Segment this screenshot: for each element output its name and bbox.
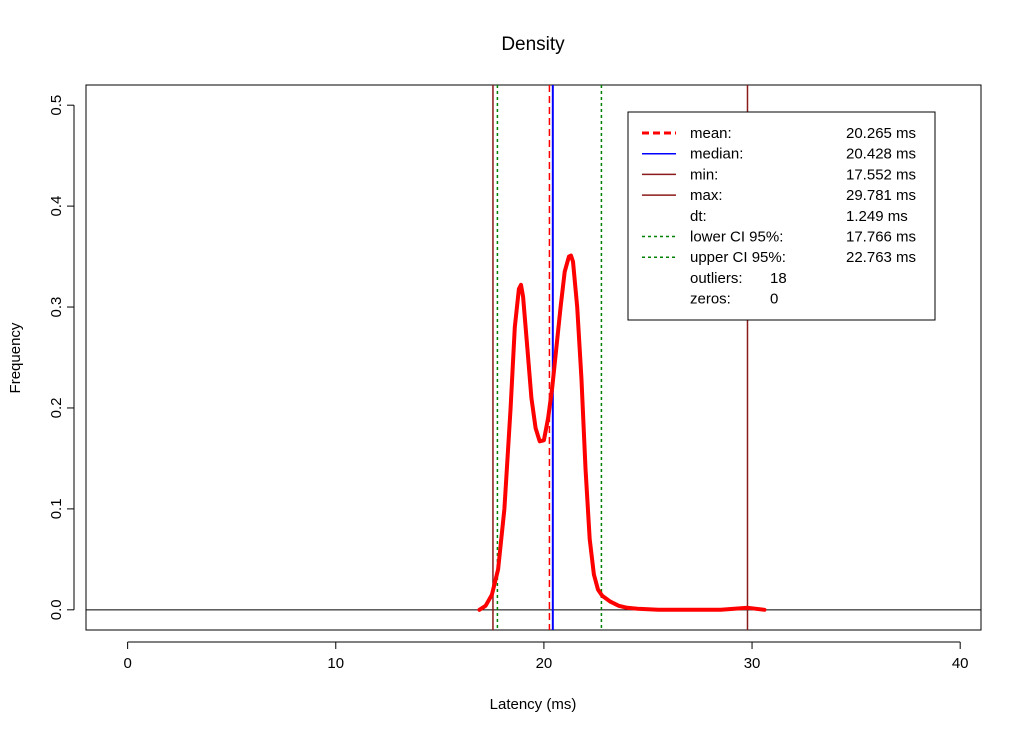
- legend-value-outliers: 18: [770, 270, 787, 287]
- legend-label-lower-ci-95: lower CI 95%:: [690, 229, 783, 246]
- legend-label-upper-ci-95: upper CI 95%:: [690, 249, 786, 266]
- y-tick-label: 0.4: [48, 196, 65, 217]
- legend-label-dt: dt:: [690, 208, 707, 225]
- legend-value-zeros: 0: [770, 291, 778, 308]
- legend-label-median: median:: [690, 146, 743, 163]
- legend-value-min: 17.552 ms: [846, 166, 916, 183]
- y-tick-label: 0.3: [48, 297, 65, 318]
- y-tick-label: 0.2: [48, 398, 65, 419]
- density-curve: [477, 253, 767, 612]
- legend-value-median: 20.428 ms: [846, 146, 916, 163]
- x-tick-label: 20: [536, 655, 553, 672]
- legend-label-mean: mean:: [690, 125, 732, 142]
- y-axis-label: Frequency: [7, 322, 24, 393]
- y-axis: 0.0 0.1 0.2 0.3 0.4 0.5: [48, 95, 75, 620]
- legend-value-upper-ci-95: 22.763 ms: [846, 249, 916, 266]
- legend-value-max: 29.781 ms: [846, 187, 916, 204]
- legend-label-max: max:: [690, 187, 723, 204]
- x-tick-label: 10: [327, 655, 344, 672]
- legend-box: [627, 111, 936, 321]
- legend-value-lower-ci-95: 17.766 ms: [846, 229, 916, 246]
- chart-title: Density: [501, 34, 565, 55]
- legend-label-outliers: outliers:: [690, 270, 743, 287]
- legend-label-min: min:: [690, 166, 718, 183]
- legend: mean: 20.265 ms median: 20.428 ms min: 17.552…: [627, 111, 936, 321]
- x-axis: 0 10 20 30 40: [123, 641, 969, 672]
- legend-value-dt: 1.249 ms: [846, 208, 908, 225]
- y-tick-label: 0.1: [48, 498, 65, 519]
- plot-frame: [85, 84, 982, 631]
- x-axis-label: Latency (ms): [490, 696, 577, 713]
- y-tick-label: 0.5: [48, 95, 65, 116]
- x-tick-label: 0: [123, 655, 131, 672]
- plot-area: [86, 85, 981, 630]
- x-tick-label: 40: [952, 655, 969, 672]
- legend-label-zeros: zeros:: [690, 291, 731, 308]
- y-tick-label: 0.0: [48, 599, 65, 620]
- legend-value-mean: 20.265 ms: [846, 125, 916, 142]
- x-tick-label: 30: [744, 655, 761, 672]
